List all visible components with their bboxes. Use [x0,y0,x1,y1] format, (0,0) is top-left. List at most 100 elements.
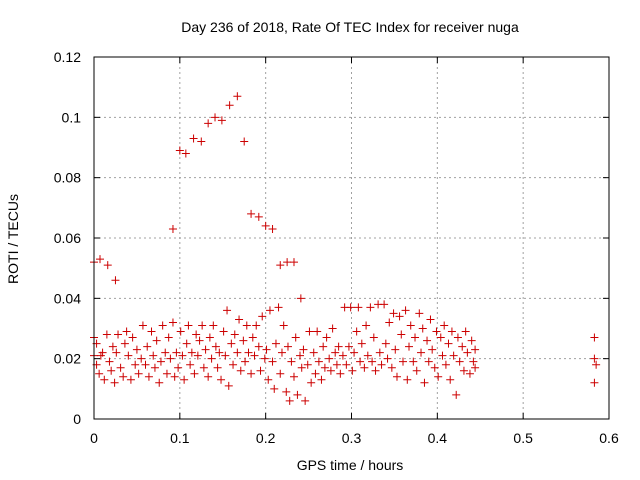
data-point [405,342,414,351]
data-point [317,375,326,384]
data-point [224,381,233,390]
data-point [124,351,133,360]
data-point [311,369,320,378]
data-point [289,372,298,381]
plot-frame [93,56,610,420]
data-point [240,137,249,146]
data-point [241,357,250,366]
data-point [233,348,242,357]
data-point [348,366,357,375]
data-point [297,363,306,372]
data-point [176,327,185,336]
data-point [276,261,285,270]
data-point [258,312,267,321]
data-point [346,303,355,312]
data-point [247,209,256,218]
data-point [254,342,263,351]
data-point [283,258,292,267]
data-point [434,372,443,381]
data-point [385,318,394,327]
data-point [131,360,140,369]
data-point [392,372,401,381]
data-point [301,396,310,405]
data-point [207,354,216,363]
data-point [399,357,407,366]
data-point [322,333,331,342]
data-point [366,303,375,312]
data-point [230,330,239,339]
data-point [168,318,177,327]
data-point [409,357,418,366]
data-point [371,366,380,375]
data-point [319,342,328,351]
data-point [354,303,363,312]
data-point [239,336,248,345]
data-point [313,327,322,336]
data-point [430,363,439,372]
data-point [471,363,480,372]
data-point [356,357,365,366]
data-point [182,339,191,348]
data-point [424,357,433,366]
data-point [299,345,308,354]
data-point [423,336,432,345]
data-point [447,327,456,336]
data-point [270,384,279,393]
y-axis-label: ROTI / TECUs [5,194,21,284]
data-point [217,116,226,125]
x-tick-label: 0.5 [513,430,533,446]
x-axis-label: GPS time / hours [297,457,404,473]
data-point [137,354,146,363]
data-point [440,321,449,330]
data-point [296,351,304,360]
data-point [180,375,189,384]
data-point [250,351,259,360]
data-point [465,369,474,378]
data-point [164,333,173,342]
data-point [172,348,181,357]
data-point [381,339,390,348]
data-point [397,330,406,339]
data-point [380,300,389,309]
data-point [143,342,152,351]
data-point [126,375,135,384]
data-point [248,333,257,342]
data-point [155,378,164,387]
data-point [247,369,256,378]
data-point [279,321,288,330]
data-point [158,321,167,330]
data-point [338,351,347,360]
data-point [107,366,116,375]
data-point [168,224,177,233]
data-point [326,366,335,375]
data-point [187,348,196,357]
data-point [375,348,384,357]
data-point [197,137,206,146]
data-point [102,330,111,339]
data-point [262,345,271,354]
y-tick-label: 0 [73,411,81,427]
data-point [401,306,410,315]
x-tick-label: 0.4 [428,430,448,446]
x-tick-label: 0 [90,430,98,446]
data-point [418,324,427,333]
data-point [467,336,476,345]
y-tick-label: 0.04 [54,290,81,306]
data-point [261,221,270,230]
data-point [152,336,161,345]
data-point [265,306,274,315]
data-point [287,357,296,366]
data-point [458,342,467,351]
data-point [229,360,238,369]
data-point [285,396,294,405]
data-point [209,321,218,330]
data-point [383,354,392,363]
data-point [190,369,199,378]
data-point [105,357,114,366]
data-point [204,372,213,381]
data-point [95,369,104,378]
data-point [156,357,165,366]
data-point [189,134,198,143]
data-point [344,342,353,351]
